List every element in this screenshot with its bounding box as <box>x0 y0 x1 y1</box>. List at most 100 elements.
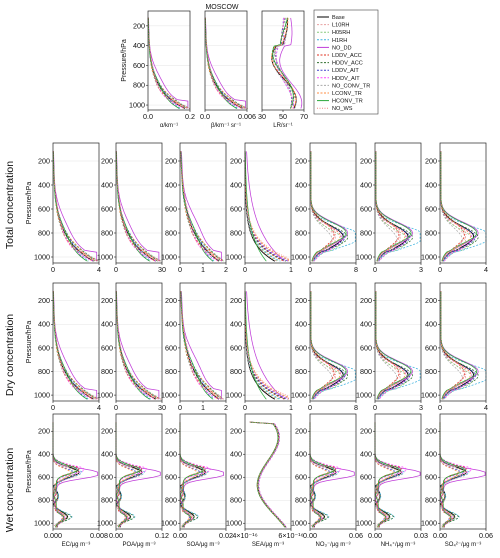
series-line-6-8 <box>244 151 289 262</box>
series-line-23-12 <box>439 422 466 528</box>
y-tick-label-9-2: 600 <box>425 204 437 213</box>
y-tick-label-17-3: 800 <box>38 496 50 505</box>
row-label-wet: Wet concentration <box>4 448 16 533</box>
legend: BaseL10RHH05RHH1RHNO_DDLDDV_ACCHDDV_ACCL… <box>313 9 379 115</box>
panel-0: 200 400 600 800 1000 Pressure/hPa 0.0 0.2 α/km⁻¹ <box>121 10 195 129</box>
y-tick-label-16-2: 600 <box>425 343 437 352</box>
x-axis-label-20: SEA/μg m⁻³ <box>252 542 284 548</box>
y-tick-label-19-4: 1000 <box>161 519 177 528</box>
y-tick-label-6-2: 600 <box>230 204 242 213</box>
y-tick-label-11-2: 600 <box>101 343 113 352</box>
series-line-20-12 <box>249 421 286 528</box>
y-tick-label-12-3: 800 <box>165 367 177 376</box>
panel-frame-17 <box>52 413 100 530</box>
series-line-11-2 <box>115 291 161 400</box>
series-line-13-4 <box>246 291 285 400</box>
y-tick-label-3-3: 800 <box>38 228 50 237</box>
y-tick-label-8-3: 800 <box>360 228 372 237</box>
y-tick-label-19-0: 200 <box>165 427 177 436</box>
series-line-11-3 <box>115 291 152 400</box>
x-axis-label-23: SO₄²⁻/μg m⁻³ <box>445 542 482 548</box>
series-line-0-9 <box>147 17 191 109</box>
x-axis-label-21: NO₃⁻/μg m⁻³ <box>316 542 351 548</box>
series-line-13-11 <box>244 291 267 400</box>
x-tick-label-0-0: 0.0 <box>143 112 153 121</box>
y-tick-label-4-4: 1000 <box>97 252 113 261</box>
series-line-7-8 <box>310 151 343 262</box>
legend-label-8: HDDV_AIT <box>332 76 360 82</box>
x-tick-label-17-1: 0.008 <box>90 531 108 540</box>
y-tick-label-20-1: 400 <box>230 450 242 459</box>
x-axis-label-2: LR/sr⁻¹ <box>273 123 293 129</box>
y-tick-label-15-0: 200 <box>360 296 372 305</box>
y-tick-label-11-4: 1000 <box>97 391 113 400</box>
y-tick-label-22-3: 800 <box>360 496 372 505</box>
y-tick-label-7-4: 1000 <box>291 252 307 261</box>
y-tick-label-15-1: 400 <box>360 320 372 329</box>
x-tick-label-6-0: 0 <box>243 265 247 274</box>
series-line-11-12 <box>116 291 159 400</box>
panel-2: 30 50 70 LR/sr⁻¹ <box>258 10 308 129</box>
panel-1: 0.0 0.006 β/km⁻¹ sr⁻¹ <box>200 10 256 129</box>
y-tick-label-22-4: 1000 <box>356 519 372 528</box>
series-line-9-2 <box>440 151 474 262</box>
x-tick-label-9-1: 4 <box>484 265 488 274</box>
series-line-20-6 <box>249 421 286 528</box>
panel-23: 200 400 600 800 1000 0.00 0.06 SO₄²⁻/μg m⁻³ <box>421 413 493 548</box>
panel-frame-10 <box>52 282 100 402</box>
series-line-2-10 <box>271 17 297 109</box>
panel-frame-23 <box>439 413 487 530</box>
series-line-8-8 <box>375 151 407 262</box>
panel-frame-18 <box>115 413 163 530</box>
series-line-10-12 <box>53 291 97 400</box>
y-tick-label-0-3: 800 <box>133 81 145 90</box>
series-line-19-6 <box>179 422 204 528</box>
x-tick-label-11-0: 0 <box>114 403 118 412</box>
series-line-5-12 <box>180 151 222 262</box>
x-tick-label-12-1: 1 <box>201 403 205 412</box>
y-tick-label-20-0: 200 <box>230 427 242 436</box>
y-tick-label-23-1: 400 <box>425 450 437 459</box>
y-tick-label-12-1: 400 <box>165 320 177 329</box>
y-tick-label-7-0: 200 <box>295 156 307 165</box>
y-tick-label-6-0: 200 <box>230 156 242 165</box>
series-line-17-9 <box>52 422 73 528</box>
panel-frame-16 <box>439 282 487 402</box>
y-tick-label-9-1: 400 <box>425 180 437 189</box>
y-tick-label-17-4: 1000 <box>34 519 50 528</box>
x-tick-label-14-1: 8 <box>354 403 358 412</box>
series-line-23-6 <box>439 422 465 528</box>
x-tick-label-8-0: 0 <box>373 265 377 274</box>
x-axis-label-19: SOA/μg m⁻³ <box>187 542 220 548</box>
series-line-11-9 <box>115 291 162 400</box>
series-line-21-5 <box>309 422 337 528</box>
series-line-0-12 <box>147 17 188 109</box>
series-line-0-3 <box>147 17 181 109</box>
series-line-3-3 <box>53 151 89 262</box>
panel-frame-22 <box>374 413 422 530</box>
y-tick-label-17-1: 400 <box>38 450 50 459</box>
y-tick-label-10-4: 1000 <box>34 391 50 400</box>
y-tick-label-10-3: 800 <box>38 367 50 376</box>
series-line-0-2 <box>147 17 190 109</box>
legend-label-11: HCONV_TR <box>332 99 363 105</box>
series-line-22-2 <box>374 422 401 528</box>
y-tick-label-13-2: 600 <box>230 343 242 352</box>
panel-frame-1 <box>204 10 248 111</box>
y-tick-label-12-4: 1000 <box>161 391 177 400</box>
x-tick-label-13-1: 1 <box>289 403 293 412</box>
series-line-11-4 <box>116 291 160 400</box>
panel-20: 200 400 600 800 1000 4×10⁻¹⁶ 6×10⁻¹⁶ SEA/μg m⁻³ <box>226 413 304 548</box>
series-line-16-12 <box>440 291 467 400</box>
series-line-12-12 <box>180 291 222 400</box>
y-tick-label-20-3: 800 <box>230 496 242 505</box>
series-line-21-9 <box>309 422 330 528</box>
series-line-1-12 <box>204 17 246 109</box>
x-tick-label-10-0: 0 <box>51 403 55 412</box>
legend-box <box>313 9 379 115</box>
series-line-2-8 <box>275 17 295 109</box>
